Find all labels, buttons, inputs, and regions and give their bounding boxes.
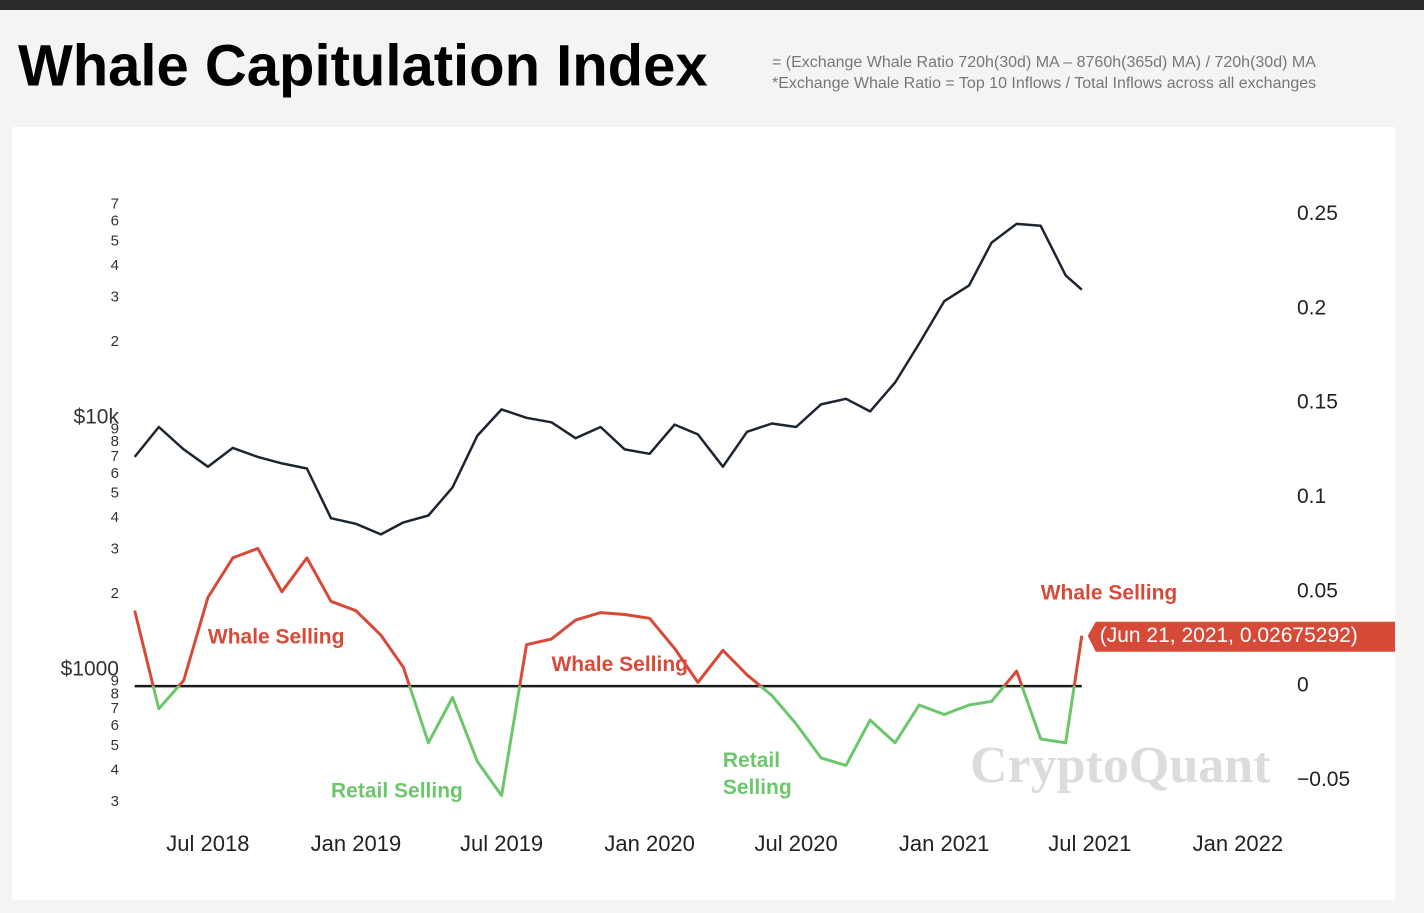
y-tick-label: 7 xyxy=(111,448,119,465)
y-tick-label: 4 xyxy=(111,257,119,274)
y-tick-label: 6 xyxy=(111,212,119,229)
watermark: CryptoQuant xyxy=(970,737,1271,794)
y-tick-label: 8 xyxy=(111,433,119,450)
y-tick-label: 5 xyxy=(111,485,119,502)
y-tick-label: 9 xyxy=(111,420,119,437)
y-tick-label: 3 xyxy=(111,541,119,558)
line xyxy=(133,222,1083,536)
tooltip-box xyxy=(1087,621,1395,652)
chart-title: Whale Capitulation Index xyxy=(18,33,708,98)
y2-tick-label: −0.05 xyxy=(1297,768,1350,791)
y2-tick-label: 0.15 xyxy=(1297,391,1338,414)
tooltip-label: (Jun 21, 2021, 0.02675292) xyxy=(1100,624,1358,647)
y-tick-label: 4 xyxy=(111,509,119,526)
y-tick-label: $10k xyxy=(73,405,119,428)
y2-tick-label: 0.25 xyxy=(1297,202,1338,225)
x-tick-label: Jan 2020 xyxy=(604,831,695,856)
y-tick-label: 7 xyxy=(111,700,119,717)
subtitle: *Exchange Whale Ratio = Top 10 Inflows /… xyxy=(772,75,1316,92)
y-tick-label: 8 xyxy=(111,686,119,703)
y2-tick-label: 0.2 xyxy=(1297,296,1326,319)
x-tick-label: Jul 2021 xyxy=(1048,831,1131,856)
y2-tick-label: 0.05 xyxy=(1297,579,1338,602)
annotation: Whale Selling xyxy=(1041,581,1178,604)
y-tick-label: 6 xyxy=(111,465,119,482)
x-tick-label: Jul 2019 xyxy=(460,831,543,856)
x-tick-label: Jan 2022 xyxy=(1193,831,1284,856)
window-bar xyxy=(0,0,1424,10)
y2-tick-label: 0.1 xyxy=(1297,485,1326,508)
y-tick-label: 7 xyxy=(111,196,119,213)
y-tick-label: 2 xyxy=(111,585,119,602)
x-tick-label: Jan 2021 xyxy=(899,831,990,856)
subtitle: = (Exchange Whale Ratio 720h(30d) MA – 8… xyxy=(772,54,1316,71)
y-tick-label: 5 xyxy=(111,737,119,754)
annotation: Whale Selling xyxy=(551,653,688,676)
annotation: Retail xyxy=(723,749,780,772)
annotation: Selling xyxy=(723,776,792,799)
plot-panel xyxy=(12,127,1395,900)
y-tick-label: $1000 xyxy=(61,658,119,681)
y-tick-label: 5 xyxy=(111,232,119,249)
annotation: Whale Selling xyxy=(208,626,345,649)
y-tick-label: 2 xyxy=(111,333,119,350)
y2-tick-label: 0 xyxy=(1297,674,1309,697)
y-tick-label: 4 xyxy=(111,761,119,778)
annotation: Retail Selling xyxy=(331,779,463,802)
x-tick-label: Jul 2020 xyxy=(755,831,838,856)
line xyxy=(133,546,1084,798)
y-tick-label: 6 xyxy=(111,717,119,734)
y-tick-label: 9 xyxy=(111,673,119,690)
tooltip: (Jun 21, 2021, 0.02675292) xyxy=(1087,621,1395,652)
y-tick-label: 3 xyxy=(111,793,119,810)
y-tick-label: 3 xyxy=(111,288,119,305)
x-tick-label: Jan 2019 xyxy=(311,831,402,856)
x-tick-label: Jul 2018 xyxy=(166,831,249,856)
